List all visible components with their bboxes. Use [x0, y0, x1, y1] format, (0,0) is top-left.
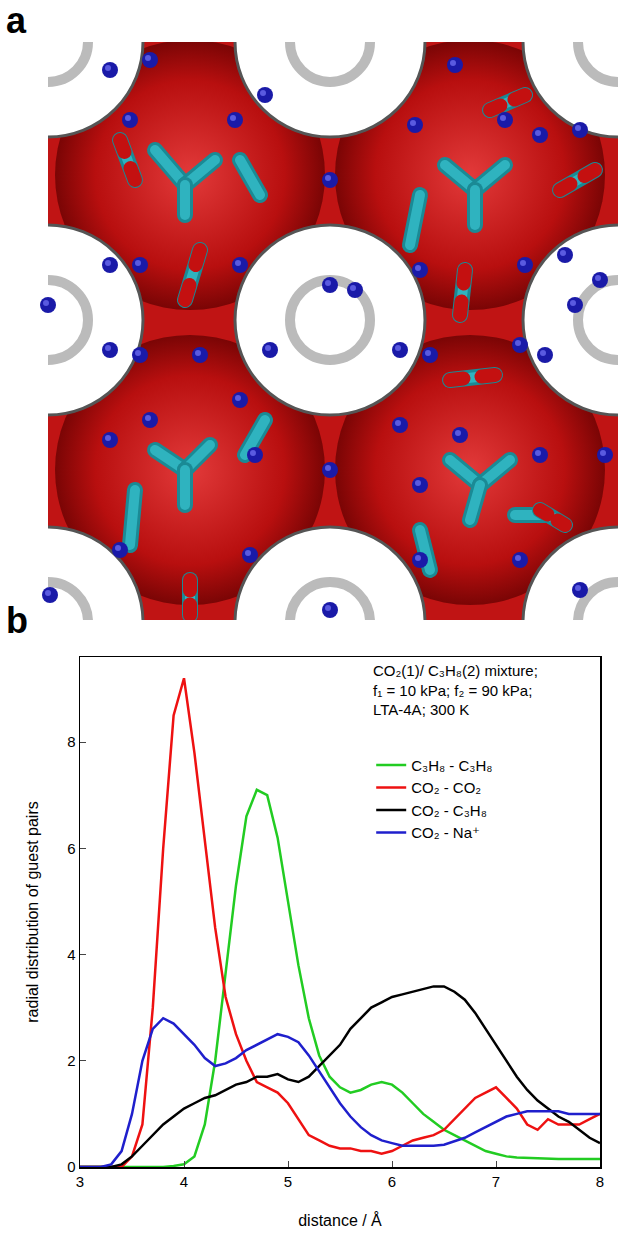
svg-text:CO₂ - Na⁺: CO₂ - Na⁺ [411, 824, 480, 841]
svg-text:3: 3 [76, 1173, 84, 1190]
html-text:b: b [6, 600, 28, 641]
svg-text:2: 2 [67, 1052, 75, 1069]
svg-text:C₃H₈ - C₃H₈: C₃H₈ - C₃H₈ [411, 757, 492, 774]
svg-text:8: 8 [67, 733, 75, 750]
svg-text:radial distribution of guest p: radial distribution of guest pairs [24, 801, 41, 1022]
svg-text:4: 4 [67, 946, 75, 963]
svg-text:6: 6 [67, 840, 75, 857]
svg-text:distance / Å: distance / Å [298, 1211, 382, 1229]
html-text:a: a [6, 0, 26, 41]
svg-text:CO₂ - C₃H₈: CO₂ - C₃H₈ [411, 802, 487, 819]
svg-text:0: 0 [67, 1158, 75, 1175]
svg-text:6: 6 [388, 1173, 396, 1190]
svg-text:CO₂(1)/ C₃H₈(2) mixture;f₁ = 1: CO₂(1)/ C₃H₈(2) mixture;f₁ = 10 kPa; f₂ … [373, 662, 538, 718]
svg-text:CO₂ - CO₂: CO₂ - CO₂ [411, 779, 481, 796]
svg-text:8: 8 [596, 1173, 604, 1190]
svg-text:5: 5 [284, 1173, 292, 1190]
svg-text:7: 7 [492, 1173, 500, 1190]
svg-text:4: 4 [180, 1173, 188, 1190]
